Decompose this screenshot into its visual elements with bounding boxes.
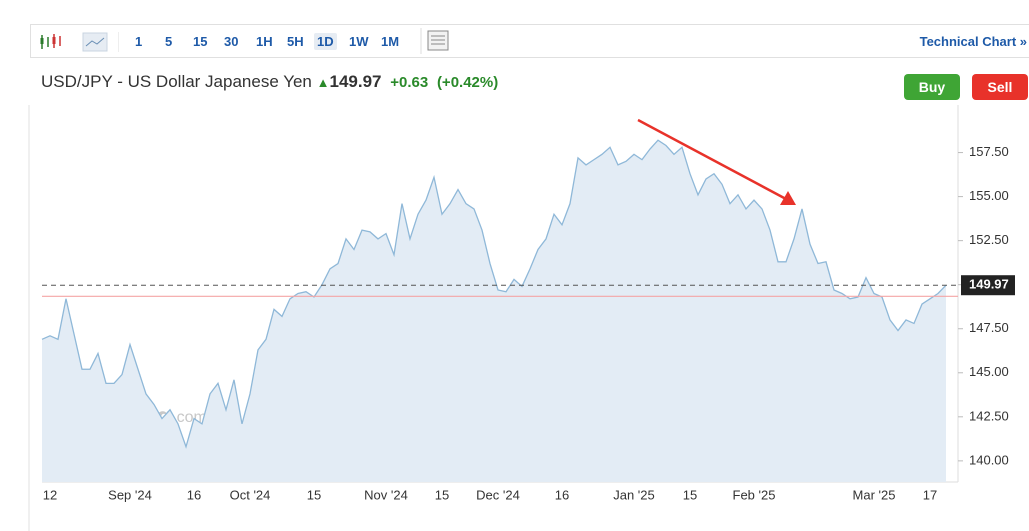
x-tick-label: Jan '25 <box>613 487 655 502</box>
y-tick-label: 155.00 <box>969 188 1009 203</box>
y-tick-label: 145.00 <box>969 364 1009 379</box>
technical-chart-link[interactable]: Technical Chart » <box>919 34 1027 49</box>
price-line <box>41 139 947 449</box>
interval-button[interactable]: 5 <box>165 34 173 49</box>
x-tick-label: 17 <box>923 487 937 502</box>
annotation-arrow <box>637 118 787 201</box>
change-percent: (+0.42%) <box>436 74 499 91</box>
x-tick-label: 16 <box>555 487 569 502</box>
y-tick-label: 152.50 <box>969 232 1009 247</box>
x-tick-label: Oct '24 <box>230 487 271 502</box>
last-price-badge <box>961 275 1015 296</box>
y-tick-label: 147.50 <box>969 320 1009 335</box>
buy-button[interactable]: Buy <box>904 74 960 100</box>
x-tick-label: Dec '24 <box>476 487 520 502</box>
interval-button[interactable]: 30 <box>224 34 239 49</box>
interval-button[interactable]: 15 <box>193 34 208 49</box>
y-tick-label: 140.00 <box>969 452 1009 467</box>
y-tick-label: 157.50 <box>969 144 1009 159</box>
price: 149.97 <box>329 72 382 91</box>
toolbar: 1 5 15 30 1H 5H 1D 1W 1M Technical Chart » <box>30 24 1029 58</box>
change: +0.63 <box>390 74 429 91</box>
x-tick-label: Nov '24 <box>364 487 408 502</box>
chart-type-icons[interactable] <box>39 32 119 52</box>
x-tick-label: 15 <box>683 487 697 502</box>
annotation-arrowhead <box>780 191 796 205</box>
interval-button[interactable]: 1M <box>381 34 400 49</box>
x-tick-label: 16 <box>187 487 201 502</box>
x-tick-label: Mar '25 <box>853 487 896 502</box>
y-tick-label: 142.50 <box>969 408 1009 423</box>
quote-header: USD/JPY - US Dollar Japanese Yen ▲149.97… <box>41 72 498 92</box>
layout-icon[interactable] <box>420 28 450 54</box>
interval-button[interactable]: 1H <box>256 34 273 49</box>
x-tick-label: 12 <box>43 487 57 502</box>
last-price-label: 149.97 <box>969 277 1009 292</box>
x-tick-label: 15 <box>307 487 321 502</box>
sell-button[interactable]: Sell <box>972 74 1028 100</box>
x-tick-label: Sep '24 <box>108 487 152 502</box>
x-tick-label: Feb '25 <box>733 487 776 502</box>
interval-button[interactable]: 5H <box>287 34 304 49</box>
interval-button[interactable]: 1W <box>349 34 369 49</box>
interval-button[interactable]: 1 <box>135 34 143 49</box>
up-arrow: ▲ <box>316 75 330 90</box>
symbol: USD/JPY - US Dollar Japanese Yen <box>41 72 312 91</box>
x-tick-label: 15 <box>435 487 449 502</box>
interval-button[interactable]: 1D <box>314 33 337 50</box>
area-fill <box>42 140 946 482</box>
